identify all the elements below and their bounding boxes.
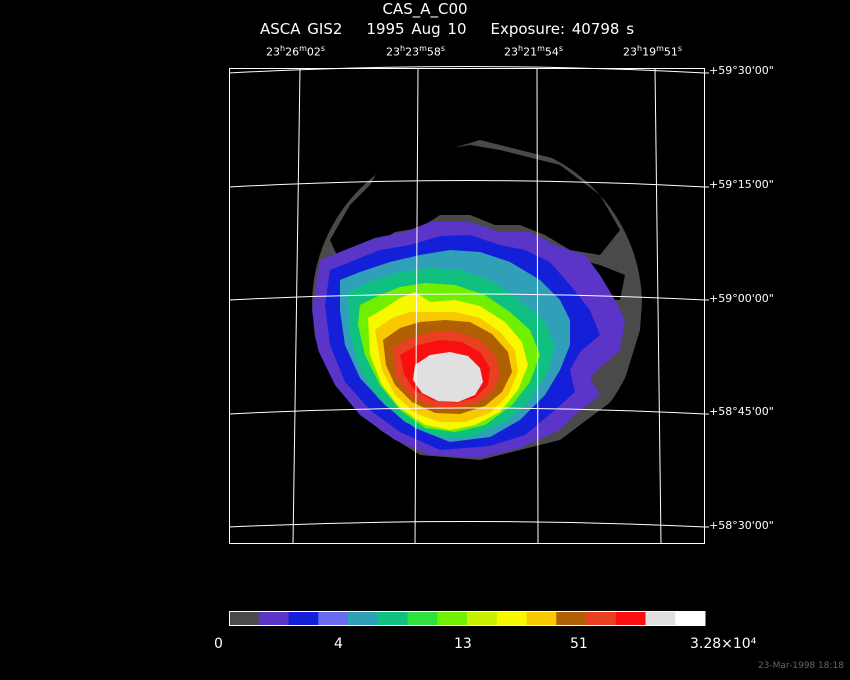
dec-label: +59°00'00"	[709, 292, 774, 305]
ra-label: 23h23m58s	[386, 44, 446, 59]
colorbar-swatch	[229, 611, 260, 626]
xray-intensity-map	[312, 140, 642, 460]
dec-label: +59°30'00"	[709, 64, 774, 77]
colorbar-swatch	[615, 611, 646, 626]
dec-tick	[705, 72, 709, 528]
background-void	[330, 145, 620, 262]
colorbar-swatch	[258, 611, 289, 626]
dec-grid-line	[228, 66, 706, 74]
observation-date: 1995 Aug 10	[366, 20, 467, 38]
dec-label: +58°30'00"	[709, 519, 774, 532]
ra-label: 23h19m51s	[623, 44, 683, 59]
colorbar-swatch	[467, 611, 498, 626]
ra-label: 23h21m54s	[504, 44, 564, 59]
colorbar-swatch	[675, 611, 706, 626]
colorbar-swatch	[377, 611, 408, 626]
colorbar-frame	[229, 611, 705, 626]
colorbar-swatch	[288, 611, 319, 626]
peak-region	[413, 352, 483, 402]
ra-grid-line	[654, 67, 662, 545]
image-frame	[229, 68, 705, 544]
coordinate-grid	[228, 66, 709, 545]
dec-grid-line	[228, 407, 706, 415]
colorbar-swatch	[645, 611, 676, 626]
colorbar-swatch	[496, 611, 527, 626]
ra-grid-line	[292, 67, 301, 545]
dec-label: +58°45'00"	[709, 405, 774, 418]
colorbar-label: 51	[570, 636, 588, 652]
colorbar-swatch	[556, 611, 587, 626]
colorbar-swatch	[318, 611, 349, 626]
dec-grid-line	[228, 521, 706, 528]
colorbar-label: 13	[454, 636, 472, 652]
ra-label: 23h26m02s	[266, 44, 326, 59]
exposure-label: Exposure: 40798 s	[490, 20, 635, 38]
colorbar-swatch	[407, 611, 438, 626]
colorbar	[229, 611, 706, 626]
instrument-label: ASCA GIS2	[260, 20, 343, 38]
colorbar-label: 3.28×10⁴	[690, 636, 757, 652]
observation-info: ASCA GIS2 1995 Aug 10 Exposure: 40798 s	[260, 20, 634, 38]
dec-grid-line	[228, 180, 706, 188]
colorbar-swatch	[348, 611, 379, 626]
colorbar-swatch	[586, 611, 617, 626]
timestamp: 23-Mar-1998 18:18	[757, 661, 844, 671]
ra-grid-line	[414, 67, 419, 545]
ra-grid-line	[536, 67, 539, 545]
colorbar-swatch	[437, 611, 468, 626]
dec-grid-line	[228, 293, 706, 301]
colorbar-label: 0	[214, 636, 223, 652]
colorbar-label: 4	[334, 636, 343, 652]
image-title: CAS_A_C00	[382, 0, 468, 18]
colorbar-swatch	[526, 611, 557, 626]
dec-label: +59°15'00"	[709, 178, 774, 191]
